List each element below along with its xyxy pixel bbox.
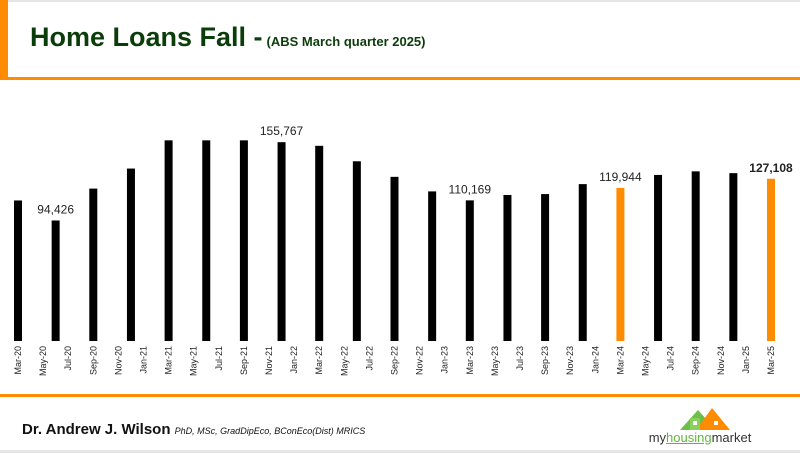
tick-label: Sep-24 (691, 346, 701, 375)
tick-label: Jan-24 (590, 346, 600, 374)
tick-label: Mar-21 (164, 346, 174, 375)
tick-label: Nov-24 (716, 346, 726, 375)
tick-label: Jul-21 (214, 346, 224, 371)
bar-Dec-24 (729, 173, 738, 341)
bar-Mar-21 (164, 140, 173, 341)
tick-label: Mar-24 (615, 346, 625, 375)
logo-text: myhousingmarket (648, 430, 752, 445)
bar-Dec-21 (277, 142, 286, 341)
tick-label: Nov-20 (113, 346, 123, 375)
accent-bar (0, 0, 8, 80)
tick-label: Jan-25 (741, 346, 751, 374)
tick-label: May-24 (641, 346, 651, 376)
tick-label: Sep-22 (390, 346, 400, 375)
tick-label: Mar-20 (13, 346, 23, 375)
tick-label: Jul-24 (666, 346, 676, 371)
tick-label: May-23 (490, 346, 500, 376)
bar-Mar-23 (465, 200, 474, 341)
bar-Mar-25 (767, 178, 775, 341)
tick-label: Jan-21 (139, 346, 149, 374)
tick-label: Sep-23 (540, 346, 550, 375)
tick-label: Mar-25 (766, 346, 776, 375)
bar-Sep-21 (239, 140, 248, 341)
bar-Jun-24 (654, 174, 663, 341)
tick-label: Jul-22 (364, 346, 374, 371)
tick-label: May-20 (38, 346, 48, 376)
bar-chart: 94,426 155,767 110,169 119,944 127,108 Mar-20… (13, 124, 793, 376)
author-credentials: PhD, MSc, GradDipEco, BConEco(Dist) MRIC… (174, 426, 366, 436)
tick-label: Jul-23 (515, 346, 525, 371)
author-name: Dr. Andrew J. Wilson (22, 421, 171, 438)
bar-Jun-20 (51, 220, 60, 341)
footer-divider (0, 394, 800, 397)
bar-Mar-22 (315, 145, 324, 341)
data-label: 155,767 (260, 124, 304, 138)
bar-Dec-20 (126, 168, 135, 341)
top-border (0, 0, 800, 2)
tick-label: Sep-21 (239, 346, 249, 375)
author: Dr. Andrew J. Wilson PhD, MSc, GradDipEc… (22, 421, 365, 438)
tick-label: Jan-23 (440, 346, 450, 374)
tick-label: Nov-22 (415, 346, 425, 375)
page-title: Home Loans Fall - (ABS March quarter 2025… (30, 22, 426, 53)
tick-label: Jan-22 (289, 346, 299, 374)
bar-Jun-23 (503, 194, 512, 341)
data-label: 127,108 (749, 161, 793, 175)
tick-label: Nov-21 (264, 346, 274, 375)
bar-Dec-23 (578, 184, 587, 341)
data-label: 119,944 (599, 170, 642, 184)
data-label: 94,426 (37, 202, 74, 216)
tick-label: May-21 (189, 346, 199, 376)
tick-label: Sep-20 (88, 346, 98, 375)
bar-Sep-23 (541, 194, 550, 341)
bar-Jun-21 (202, 140, 211, 341)
tick-label: Mar-23 (465, 346, 475, 375)
bar-Sep-22 (390, 176, 399, 341)
bar-Sep-24 (691, 171, 700, 341)
logo: myhousingmarket (630, 402, 770, 446)
bar-Mar-20 (14, 200, 22, 341)
title-text: Home Loans Fall - (30, 22, 263, 52)
bar-Dec-22 (428, 191, 437, 341)
tick-label: Mar-22 (314, 346, 324, 375)
bar-Mar-24 (616, 187, 625, 341)
tick-label: Jul-20 (63, 346, 73, 371)
bottom-border (0, 450, 800, 453)
tick-label: Nov-23 (565, 346, 575, 375)
header-divider (0, 77, 800, 80)
house-logo-icon (680, 408, 730, 430)
bar-Sep-20 (89, 188, 98, 341)
data-label: 110,169 (449, 182, 492, 196)
bar-Jun-22 (352, 161, 361, 341)
tick-label: May-22 (339, 346, 349, 376)
subtitle: (ABS March quarter 2025) (266, 34, 426, 49)
